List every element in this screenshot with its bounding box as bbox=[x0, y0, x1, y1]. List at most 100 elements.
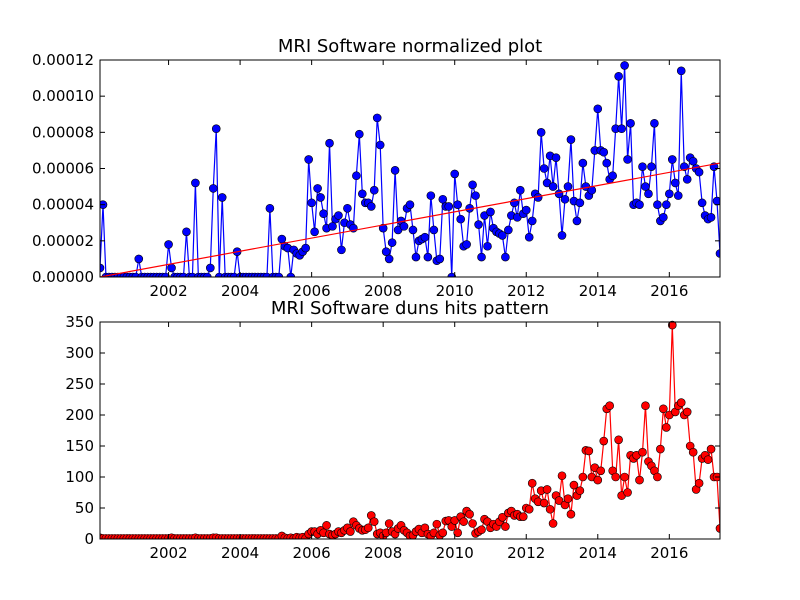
data-point bbox=[575, 198, 585, 208]
data-point bbox=[635, 475, 644, 485]
y-tick-label: 300 bbox=[65, 344, 94, 362]
data-point bbox=[676, 398, 686, 407]
data-point bbox=[563, 182, 573, 191]
data-point bbox=[465, 509, 474, 519]
data-point bbox=[593, 475, 603, 485]
data-point bbox=[384, 254, 394, 264]
data-point bbox=[167, 263, 176, 273]
data-point bbox=[429, 225, 439, 235]
x-tick-label: 2014 bbox=[579, 282, 617, 300]
data-point bbox=[650, 118, 659, 128]
y-tick-label: 0.00012 bbox=[32, 51, 94, 69]
data-point bbox=[325, 138, 334, 148]
x-tick-label: 2006 bbox=[293, 282, 331, 300]
data-point bbox=[682, 407, 692, 417]
data-point bbox=[584, 446, 594, 456]
chart-title: MRI Software normalized plot bbox=[278, 36, 542, 57]
data-point bbox=[688, 156, 698, 166]
data-point bbox=[715, 249, 720, 258]
data-point bbox=[539, 164, 549, 173]
data-point bbox=[527, 478, 537, 488]
data-point bbox=[653, 472, 662, 482]
data-point bbox=[334, 211, 343, 220]
data-point bbox=[569, 480, 579, 490]
data-point bbox=[352, 171, 361, 181]
data-point bbox=[563, 494, 573, 504]
data-point bbox=[450, 169, 460, 179]
chart-title: MRI Software duns hits pattern bbox=[271, 298, 549, 319]
data-point bbox=[673, 191, 683, 200]
data-point bbox=[524, 232, 534, 242]
data-point bbox=[477, 525, 486, 535]
data-point bbox=[536, 128, 546, 137]
data-point bbox=[611, 472, 620, 482]
data-point bbox=[697, 198, 707, 208]
data-point bbox=[384, 519, 394, 528]
data-point bbox=[644, 189, 653, 199]
data-point bbox=[369, 517, 379, 526]
data-point bbox=[706, 444, 716, 454]
data-point bbox=[670, 178, 680, 188]
data-point bbox=[456, 214, 465, 224]
data-point bbox=[641, 182, 650, 191]
data-point bbox=[715, 524, 720, 533]
x-tick-label: 2016 bbox=[650, 282, 688, 300]
data-point bbox=[100, 263, 105, 273]
plot-area bbox=[100, 320, 720, 539]
data-point bbox=[703, 455, 713, 464]
data-point bbox=[527, 216, 537, 226]
data-point bbox=[575, 486, 585, 495]
data-point bbox=[605, 401, 614, 411]
data-point bbox=[387, 238, 397, 247]
data-point bbox=[471, 191, 480, 200]
data-point bbox=[319, 209, 328, 219]
y-tick-label: 150 bbox=[65, 437, 94, 455]
data-point bbox=[423, 252, 433, 262]
data-point bbox=[626, 118, 635, 128]
data-point bbox=[623, 488, 632, 497]
data-point bbox=[524, 504, 534, 514]
data-point bbox=[667, 155, 677, 164]
data-point bbox=[620, 61, 629, 70]
data-point bbox=[498, 512, 507, 522]
data-point bbox=[593, 104, 603, 114]
data-point bbox=[307, 198, 316, 208]
data-point bbox=[599, 436, 609, 446]
data-point bbox=[206, 263, 215, 273]
data-point bbox=[608, 171, 617, 181]
y-tick-label: 0.00004 bbox=[32, 196, 94, 214]
data-point bbox=[337, 245, 346, 255]
y-tick-label: 0.00008 bbox=[32, 123, 94, 141]
data-point bbox=[447, 272, 457, 277]
data-point bbox=[554, 496, 564, 505]
data-point bbox=[578, 158, 588, 168]
data-point bbox=[659, 213, 668, 222]
data-point bbox=[602, 158, 612, 168]
data-point bbox=[203, 272, 212, 277]
data-point bbox=[477, 252, 486, 262]
data-point bbox=[518, 512, 528, 521]
x-tick-label: 2010 bbox=[436, 544, 474, 562]
data-point bbox=[435, 254, 445, 264]
data-point bbox=[659, 404, 668, 414]
data-point bbox=[501, 252, 510, 262]
data-point bbox=[468, 519, 477, 528]
y-tick-label: 0.00002 bbox=[32, 232, 94, 250]
axes-frame bbox=[99, 321, 721, 540]
y-tick-label: 250 bbox=[65, 375, 94, 393]
data-point bbox=[566, 509, 576, 519]
data-point bbox=[378, 223, 388, 233]
x-tick-label: 2006 bbox=[293, 544, 331, 562]
data-point bbox=[662, 200, 671, 209]
data-point bbox=[694, 478, 704, 488]
data-point bbox=[462, 240, 471, 249]
data-point bbox=[459, 517, 468, 526]
data-point bbox=[635, 200, 644, 209]
data-point bbox=[548, 519, 558, 528]
data-point bbox=[366, 202, 376, 211]
data-point bbox=[557, 231, 567, 240]
data-point bbox=[539, 498, 549, 508]
data-point bbox=[623, 155, 632, 164]
data-point bbox=[545, 504, 555, 514]
data-point bbox=[647, 162, 656, 171]
